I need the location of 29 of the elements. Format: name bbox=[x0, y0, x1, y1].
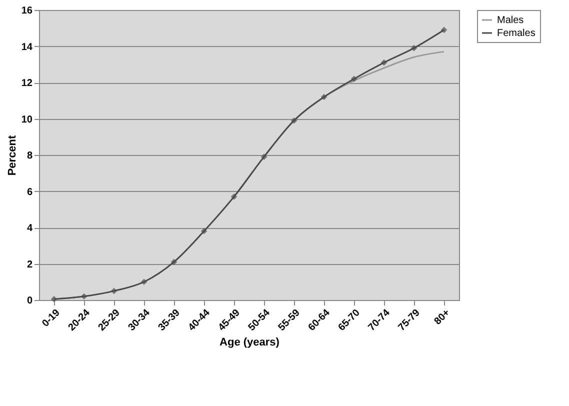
point bbox=[200, 228, 208, 234]
point bbox=[170, 258, 178, 266]
point bbox=[110, 288, 118, 294]
point bbox=[380, 59, 388, 66]
y-tick-label: 0 bbox=[26, 296, 33, 306]
y-tick-label: 4 bbox=[26, 223, 33, 234]
point bbox=[320, 94, 328, 100]
y-tick-label: 6 bbox=[26, 186, 33, 198]
x-tick-label: 0-19 bbox=[40, 307, 63, 330]
y-tick-label: 2 bbox=[26, 259, 33, 270]
y-tick-label: 14 bbox=[21, 42, 33, 53]
point bbox=[230, 194, 238, 200]
legend-label: Females bbox=[497, 28, 536, 39]
point bbox=[140, 278, 148, 286]
point bbox=[50, 296, 58, 302]
point bbox=[440, 26, 448, 34]
x-axis-title: Age (years) bbox=[220, 336, 280, 349]
y-tick-label: 12 bbox=[21, 78, 33, 89]
point bbox=[80, 293, 88, 300]
legend-label: Males bbox=[497, 15, 524, 26]
y-tick-label: 16 bbox=[21, 6, 33, 16]
x-tick-label: 80+ bbox=[432, 307, 452, 328]
point bbox=[410, 44, 418, 52]
y-axis-title: Percent bbox=[6, 134, 18, 176]
point bbox=[290, 117, 298, 124]
point bbox=[350, 76, 358, 82]
point bbox=[260, 154, 268, 160]
y-tick-label: 8 bbox=[26, 150, 33, 162]
y-tick-label: 10 bbox=[21, 114, 33, 126]
